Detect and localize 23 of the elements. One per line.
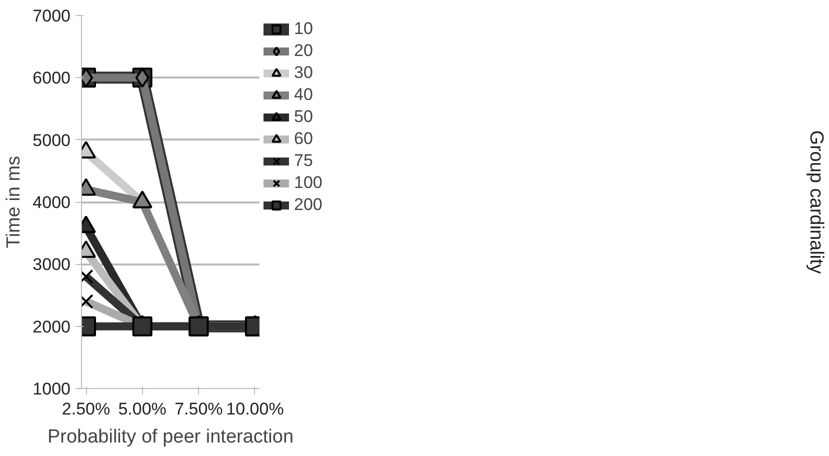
legend-label: 200 xyxy=(294,195,322,215)
y-tick-label: 6000 xyxy=(32,68,71,88)
legend-label: 20 xyxy=(294,41,314,61)
x-tick-label: 5.00% xyxy=(118,400,166,418)
y-tick-label: 1000 xyxy=(32,380,71,398)
legend-label: 50 xyxy=(294,107,314,127)
y-tick-label: 4000 xyxy=(32,193,71,212)
legend-title: Group cardinality xyxy=(806,130,826,274)
y-tick-label: 3000 xyxy=(32,255,71,274)
x-tick-label: 10.00% xyxy=(226,400,284,418)
y-tick-label: 5000 xyxy=(32,130,71,150)
x-axis-title: Probability of peer interaction xyxy=(47,426,294,448)
x-tick-label: 2.50% xyxy=(62,400,110,418)
legend-label: 40 xyxy=(294,85,314,105)
legend-label: 60 xyxy=(294,129,314,149)
legend-label: 75 xyxy=(294,151,314,171)
x-tick-label: 7.50% xyxy=(174,400,223,418)
legend-label: 100 xyxy=(294,173,322,193)
y-axis-title: Time in ms xyxy=(4,156,25,248)
legend-label: 10 xyxy=(294,19,314,39)
y-tick-label: 7000 xyxy=(32,6,71,26)
legend-label: 30 xyxy=(294,63,314,83)
y-tick-label: 2000 xyxy=(32,317,71,336)
